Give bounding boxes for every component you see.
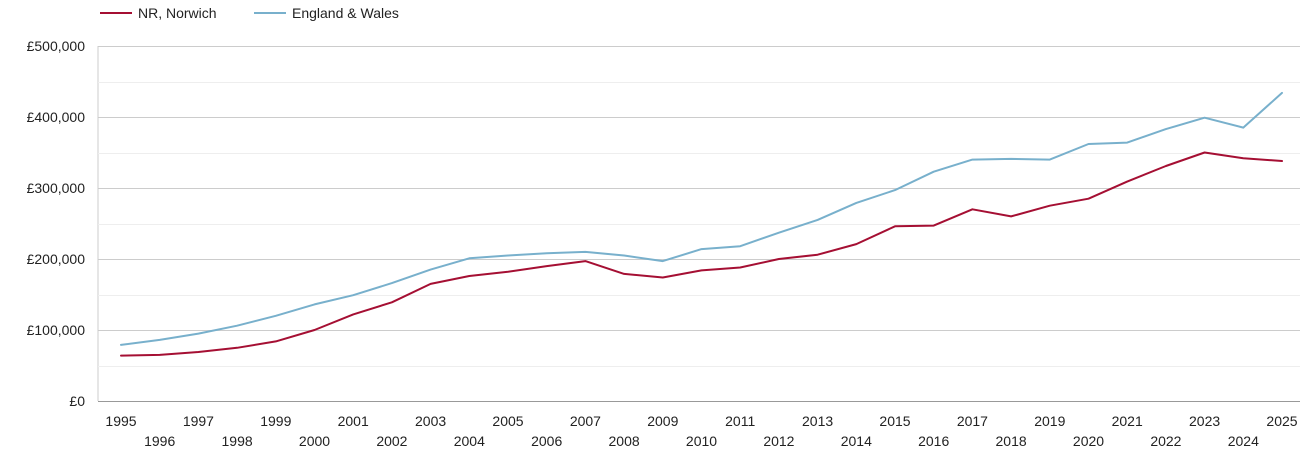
x-tick-label: 2011 [725,413,755,429]
x-tick-label: 2025 [1266,413,1297,429]
x-tick-label: 2016 [918,433,949,449]
series-line-norwich [120,151,1283,357]
x-tick-label: 1998 [222,433,253,449]
y-axis: £0 £100,000 £200,000 £300,000 £400,000 £500,0… [27,38,86,409]
gridlines [97,46,1300,402]
x-tick-label: 2009 [647,413,678,429]
y-tick-label: £300,000 [27,180,86,196]
x-tick-label: 2020 [1073,433,1104,449]
legend: NR, Norwich England & Wales [100,5,399,21]
x-tick-label: 1997 [183,413,214,429]
x-axis: 1995 1996 1997 1998 1999 2000 2001 2002 2003 2004… [105,413,1297,449]
x-tick-label: 2002 [376,433,407,449]
y-tick-label: £500,000 [27,38,86,54]
x-tick-label: 2008 [609,433,640,449]
x-tick-label: 2019 [1034,413,1065,429]
x-tick-label: 1995 [105,413,136,429]
legend-label-norwich: NR, Norwich [138,5,217,21]
y-tick-label: £400,000 [27,109,86,125]
x-tick-label: 2013 [802,413,833,429]
legend-label-england-wales: England & Wales [292,5,399,21]
x-tick-label: 2022 [1150,433,1181,449]
x-tick-label: 2003 [415,413,446,429]
x-tick-label: 2018 [996,433,1027,449]
x-tick-label: 2007 [570,413,601,429]
y-tick-label: £100,000 [27,322,86,338]
x-tick-label: 2017 [957,413,988,429]
series-line-england-wales [120,91,1283,346]
series-lines [120,91,1283,357]
x-tick-label: 2006 [531,433,562,449]
y-tick-label: £200,000 [27,251,86,267]
x-tick-label: 1999 [260,413,291,429]
x-tick-label: 2023 [1189,413,1220,429]
x-tick-label: 2021 [1112,413,1143,429]
x-tick-label: 2010 [686,433,717,449]
x-tick-label: 2024 [1228,433,1259,449]
x-tick-label: 2000 [299,433,330,449]
x-tick-label: 2005 [492,413,523,429]
x-tick-label: 2015 [879,413,910,429]
x-tick-label: 2004 [454,433,485,449]
x-tick-label: 1996 [144,433,175,449]
x-tick-label: 2012 [763,433,794,449]
x-tick-label: 2001 [338,413,369,429]
x-tick-label: 2014 [841,433,872,449]
y-tick-label: £0 [69,393,85,409]
